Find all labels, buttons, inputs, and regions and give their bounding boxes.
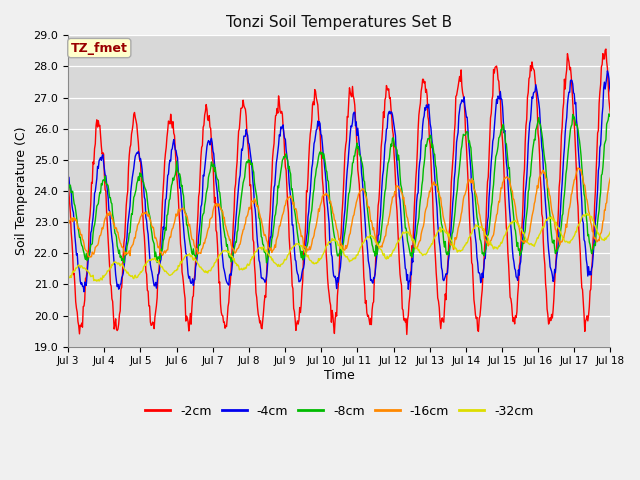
-32cm	[74, 263, 82, 269]
Line: -2cm: -2cm	[68, 49, 611, 335]
-8cm	[607, 113, 614, 119]
-4cm	[604, 68, 611, 74]
-8cm	[64, 189, 72, 194]
Text: TZ_fmet: TZ_fmet	[71, 42, 128, 55]
-4cm	[74, 262, 82, 268]
-4cm	[214, 202, 222, 208]
-4cm	[131, 158, 138, 164]
-8cm	[406, 249, 413, 254]
-16cm	[87, 254, 95, 260]
Line: -8cm: -8cm	[68, 114, 611, 263]
-4cm	[80, 289, 88, 295]
Legend: -2cm, -4cm, -8cm, -16cm, -32cm: -2cm, -4cm, -8cm, -16cm, -32cm	[140, 400, 538, 423]
-8cm	[74, 225, 82, 230]
-32cm	[186, 251, 193, 257]
-16cm	[131, 235, 138, 240]
-32cm	[583, 211, 591, 216]
-16cm	[574, 165, 582, 171]
-32cm	[131, 274, 138, 279]
-16cm	[64, 220, 72, 226]
Y-axis label: Soil Temperature (C): Soil Temperature (C)	[15, 127, 28, 255]
-4cm	[406, 278, 413, 284]
-2cm	[422, 89, 429, 95]
Line: -16cm: -16cm	[68, 168, 611, 257]
-32cm	[93, 278, 100, 284]
-8cm	[120, 260, 128, 266]
-16cm	[74, 226, 82, 231]
-16cm	[214, 202, 222, 207]
-32cm	[422, 252, 429, 258]
-8cm	[186, 237, 193, 243]
-4cm	[186, 274, 193, 279]
-16cm	[186, 221, 193, 227]
-4cm	[422, 107, 429, 113]
-8cm	[214, 177, 222, 183]
Line: -4cm: -4cm	[68, 71, 611, 292]
-2cm	[130, 111, 138, 117]
-4cm	[64, 174, 72, 180]
-2cm	[602, 46, 610, 52]
-2cm	[64, 168, 72, 174]
-32cm	[214, 255, 222, 261]
-2cm	[607, 111, 614, 117]
Line: -32cm: -32cm	[68, 214, 611, 281]
-8cm	[605, 111, 612, 117]
-2cm	[74, 319, 82, 324]
-8cm	[131, 193, 138, 199]
Title: Tonzi Soil Temperatures Set B: Tonzi Soil Temperatures Set B	[226, 15, 452, 30]
-32cm	[607, 228, 614, 234]
-2cm	[406, 293, 413, 299]
-2cm	[214, 242, 221, 248]
-16cm	[406, 227, 413, 233]
-2cm	[403, 332, 411, 337]
-8cm	[422, 142, 429, 148]
-32cm	[406, 232, 413, 238]
-16cm	[607, 175, 614, 180]
-4cm	[607, 89, 614, 95]
-2cm	[185, 328, 193, 334]
X-axis label: Time: Time	[324, 369, 355, 382]
-32cm	[64, 274, 72, 280]
-16cm	[422, 207, 429, 213]
